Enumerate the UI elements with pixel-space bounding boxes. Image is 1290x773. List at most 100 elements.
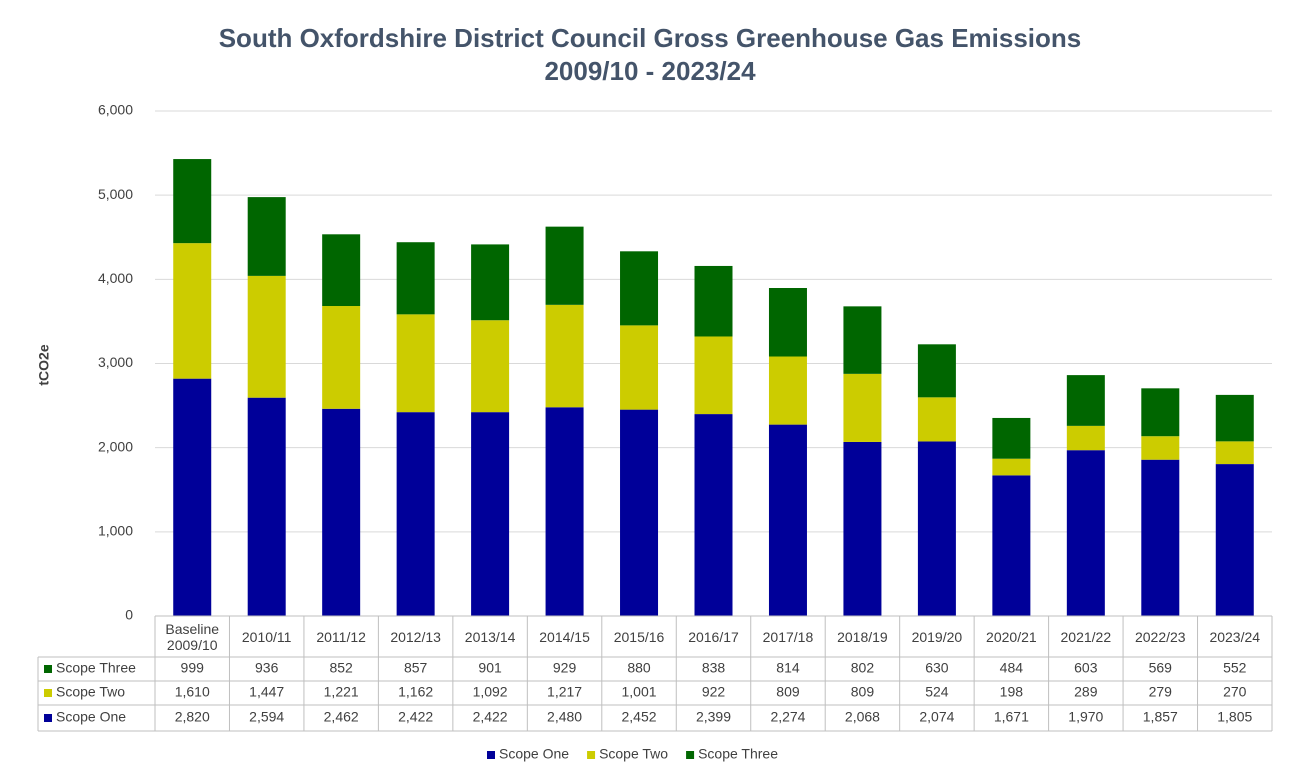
legend-key — [686, 751, 695, 759]
bar-segment — [1215, 464, 1254, 616]
x-tick-label: 2018/19 — [837, 628, 888, 645]
data-label: 802 — [851, 660, 875, 676]
data-label: 838 — [702, 660, 726, 676]
bar-segment — [620, 325, 659, 410]
bar-segment — [1141, 388, 1180, 437]
legend-label: Scope One — [499, 746, 569, 762]
y-axis-label: tCO2e — [36, 344, 52, 385]
bar-segment — [1215, 441, 1254, 465]
data-label: 852 — [329, 660, 353, 676]
y-tick-label: 6,000 — [98, 102, 133, 118]
legend-label: Scope Two — [599, 746, 668, 762]
bar-segment — [917, 397, 956, 442]
data-label: 1,970 — [1068, 709, 1103, 725]
bar-segment — [1066, 425, 1105, 451]
x-tick-label: 2010/11 — [241, 628, 292, 645]
y-tick-label: 2,000 — [98, 438, 133, 454]
table-row-label: Scope Two — [56, 684, 125, 700]
bar-segment — [247, 397, 286, 616]
bar-segment — [471, 320, 510, 413]
data-label: 880 — [627, 660, 651, 676]
legend-key — [487, 751, 495, 759]
x-tick-label: 2022/23 — [1134, 628, 1186, 645]
data-label: 630 — [925, 660, 949, 676]
bar-segment — [694, 336, 733, 415]
bar-segment — [471, 412, 510, 616]
table-legend-key — [44, 665, 52, 673]
bar-segment — [1215, 394, 1254, 442]
bar-segment — [247, 275, 286, 398]
data-label: 270 — [1223, 684, 1247, 700]
x-tick-label: 2023/24 — [1209, 628, 1261, 645]
data-label: 1,857 — [1143, 709, 1178, 725]
data-label: 1,447 — [249, 684, 284, 700]
chart-title: South Oxfordshire District Council Gross… — [219, 23, 1082, 53]
bar-segment — [247, 197, 286, 276]
bar-segment — [992, 458, 1031, 476]
bar-segment — [322, 234, 361, 307]
bar-segment — [843, 373, 882, 442]
data-label: 809 — [851, 684, 875, 700]
data-label: 2,422 — [473, 709, 508, 725]
data-label: 1,162 — [398, 684, 433, 700]
bar-segment — [917, 344, 956, 398]
data-label: 2,820 — [175, 709, 210, 725]
y-tick-label: 4,000 — [98, 270, 133, 286]
chart-subtitle: 2009/10 - 2023/24 — [544, 56, 756, 86]
data-label: 936 — [255, 660, 279, 676]
bar-segment — [322, 408, 361, 616]
data-label: 2,594 — [249, 709, 284, 725]
x-tick-label: 2017/18 — [762, 628, 814, 645]
x-tick-label: 2012/13 — [390, 628, 441, 645]
table-legend-key — [44, 714, 52, 722]
bar-segment — [1066, 450, 1105, 616]
bar-segment — [471, 244, 510, 321]
data-label: 484 — [1000, 660, 1024, 676]
x-tick-label: 2019/20 — [911, 628, 963, 645]
bar-segment — [992, 475, 1031, 616]
data-label: 814 — [776, 660, 800, 676]
x-tick-label: 2020/21 — [986, 628, 1037, 645]
data-label: 289 — [1074, 684, 1098, 700]
bar-segment — [694, 414, 733, 616]
bar-segment — [1141, 436, 1180, 460]
data-label: 1,217 — [547, 684, 582, 700]
data-label: 2,399 — [696, 709, 731, 725]
y-tick-label: 0 — [125, 607, 133, 623]
y-tick-label: 5,000 — [98, 186, 133, 202]
bar-segment — [768, 424, 807, 616]
data-label: 929 — [553, 660, 577, 676]
data-label: 603 — [1074, 660, 1098, 676]
legend-label: Scope Three — [698, 746, 778, 762]
data-label: 1,221 — [324, 684, 359, 700]
x-tick-label: 2016/17 — [688, 628, 739, 645]
legend-key — [587, 751, 596, 759]
bar-segment — [173, 378, 212, 616]
data-label: 2,068 — [845, 709, 880, 725]
data-label: 552 — [1223, 660, 1247, 676]
x-tick-label: 2015/16 — [613, 628, 665, 645]
bar-segment — [917, 441, 956, 616]
bar-segment — [768, 356, 807, 425]
bar-segment — [843, 441, 882, 616]
bar-segment — [322, 306, 361, 409]
table-row-label: Scope One — [56, 709, 126, 725]
data-label: 2,422 — [398, 709, 433, 725]
bar-segment — [396, 242, 435, 315]
bar-segment — [992, 417, 1031, 459]
data-label: 2,074 — [919, 709, 954, 725]
y-tick-label: 1,000 — [98, 523, 133, 539]
x-tick-label: 2011/12 — [316, 628, 366, 645]
bar-segment — [620, 409, 659, 616]
data-label: 524 — [925, 684, 949, 700]
data-label: 2,480 — [547, 709, 582, 725]
data-label: 279 — [1149, 684, 1173, 700]
bar-segment — [620, 251, 659, 326]
x-tick-label: Baseline 2009/10 — [165, 620, 220, 653]
data-label: 1,092 — [473, 684, 508, 700]
data-label: 901 — [478, 660, 502, 676]
bar-segment — [545, 304, 584, 408]
data-label: 1,671 — [994, 709, 1029, 725]
